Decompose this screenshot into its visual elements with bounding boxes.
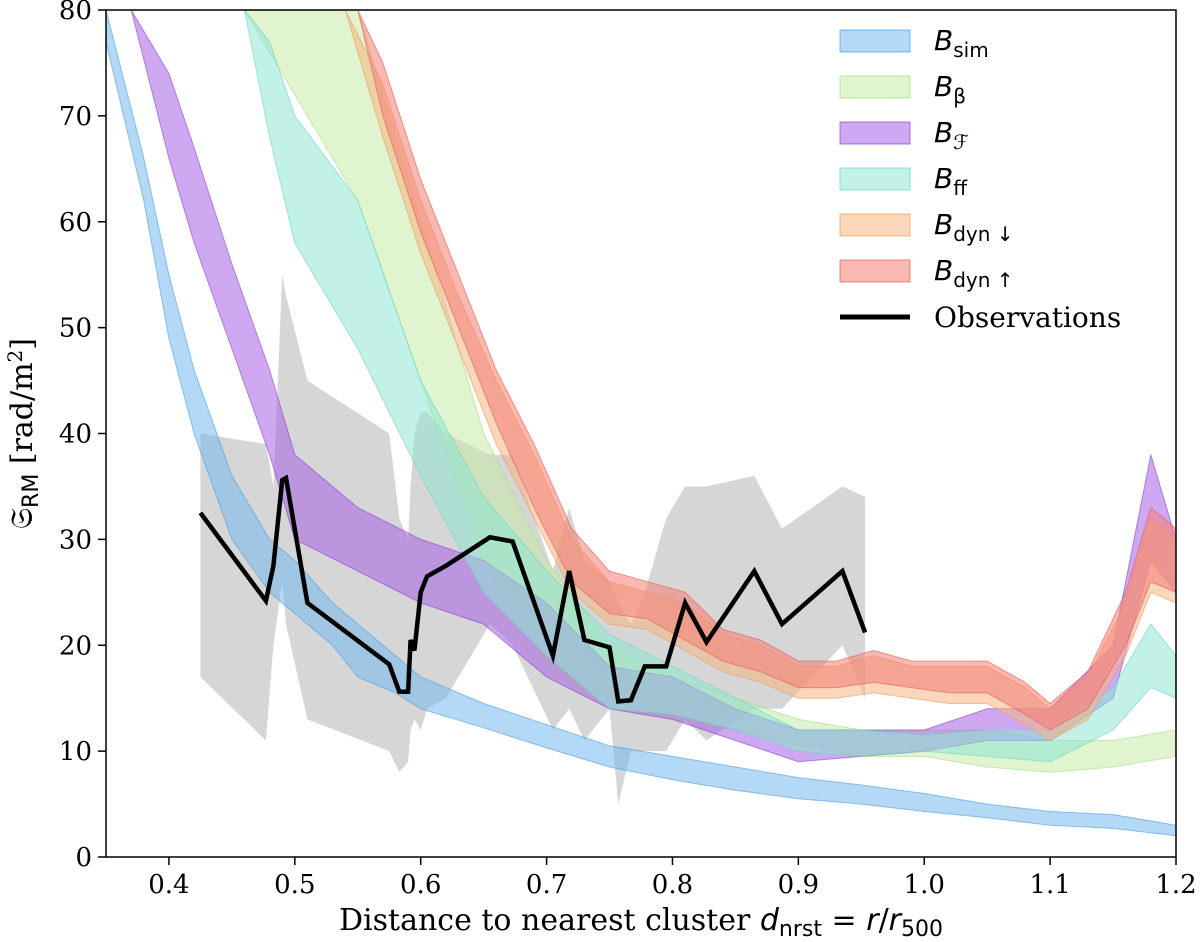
y-axis-label: 𝔖RM [rad/m2]	[3, 338, 44, 529]
y-axis-label-unit: [rad/m	[5, 362, 40, 473]
x-tick-label: 0.4	[148, 870, 189, 900]
legend-label: Bdyn ↑	[934, 254, 1014, 292]
legend-label-sub: dyn ↑	[953, 268, 1013, 292]
x-axis-label: Distance to nearest cluster dnrst = r/r5…	[339, 903, 943, 942]
legend-swatch	[839, 29, 911, 53]
x-axis-label-r2-sub: 500	[901, 917, 943, 942]
line-observations	[198, 474, 868, 704]
legend-label: Bff	[934, 162, 968, 200]
legend-label-sub: sim	[953, 38, 988, 62]
legend-swatch	[839, 121, 911, 145]
legend-label: Bsim	[934, 24, 989, 62]
x-axis-label-eq: =	[822, 903, 866, 938]
legend-label: Bβ	[934, 70, 966, 108]
legend-label-sub: dyn ↓	[953, 222, 1013, 246]
legend-item-b-ff: Bff	[839, 162, 968, 200]
legend-label-main: B	[934, 254, 953, 287]
y-tick-label: 60	[59, 208, 92, 238]
legend-label-sub: β	[953, 84, 966, 108]
x-tick-label: 1.2	[1155, 870, 1196, 900]
x-tick-label: 1.0	[904, 870, 945, 900]
y-axis-label-sub: RM	[19, 474, 44, 508]
legend-item-b-dyn-up: Bdyn ↑	[839, 254, 1014, 292]
legend-swatch	[839, 167, 911, 191]
legend-label-main: B	[934, 70, 953, 103]
y-axis-label-unit-exp: 2	[3, 350, 27, 363]
band-b-ff	[244, 10, 1176, 763]
x-tick-label: 0.5	[274, 870, 315, 900]
legend-swatch	[839, 75, 911, 99]
legend-label-main: B	[934, 162, 953, 195]
legend-label-main: B	[934, 24, 953, 57]
legend-swatch	[839, 213, 911, 237]
y-axis-label-sym: 𝔖	[5, 508, 40, 529]
y-tick-label: 80	[59, 0, 92, 26]
legend-label-main: B	[934, 208, 953, 241]
y-tick-label: 20	[59, 631, 92, 661]
legend-label-main: B	[934, 116, 953, 149]
y-tick-label: 30	[59, 525, 92, 555]
legend-label: Observations	[934, 301, 1121, 334]
band-b-dyn-up	[357, 10, 1176, 731]
legend-item-b-beta: Bβ	[839, 70, 966, 108]
axis-ticks: 0.4 0.5 0.6 0.7 0.8 0.9 1.0 1.1 1.2 0 10 20 30 40 50 60…	[59, 0, 1197, 900]
x-tick-label: 0.6	[400, 870, 441, 900]
y-tick-label: 40	[59, 420, 92, 450]
legend-item-b-sim: Bsim	[839, 24, 989, 62]
legend-label: Bℱ	[934, 116, 969, 154]
legend-label-sub: ℱ	[953, 130, 969, 154]
x-tick-label: 1.1	[1029, 870, 1070, 900]
band-b-sim	[106, 10, 1176, 837]
legend-label: Bdyn ↓	[934, 208, 1014, 246]
x-tick-label: 0.9	[778, 870, 819, 900]
legend-item-b-dyn-down: Bdyn ↓	[839, 208, 1014, 246]
y-axis-label-unit-close: ]	[5, 338, 40, 350]
x-tick-label: 0.8	[652, 870, 693, 900]
legend-swatch	[839, 259, 911, 283]
y-tick-label: 10	[59, 737, 92, 767]
band-b-f	[130, 10, 1176, 763]
x-axis-label-r: r	[866, 903, 880, 938]
series-bands	[106, 10, 1176, 837]
x-axis-label-r2: r	[889, 903, 903, 938]
y-tick-label: 50	[59, 314, 92, 344]
y-tick-label: 70	[59, 102, 92, 132]
legend-label-sub: ff	[953, 176, 968, 200]
legend-item-b-f: Bℱ	[839, 116, 969, 154]
x-axis-label-sym-sub: nrst	[779, 917, 822, 942]
legend-item-observations: Observations	[840, 301, 1121, 334]
x-axis-label-main: Distance to nearest cluster	[339, 903, 760, 938]
y-tick-label: 0	[75, 843, 92, 873]
x-axis-label-sym: d	[760, 903, 780, 938]
series-lines	[198, 474, 868, 704]
x-axis-label-div: /	[879, 903, 890, 938]
x-tick-label: 0.7	[526, 870, 567, 900]
